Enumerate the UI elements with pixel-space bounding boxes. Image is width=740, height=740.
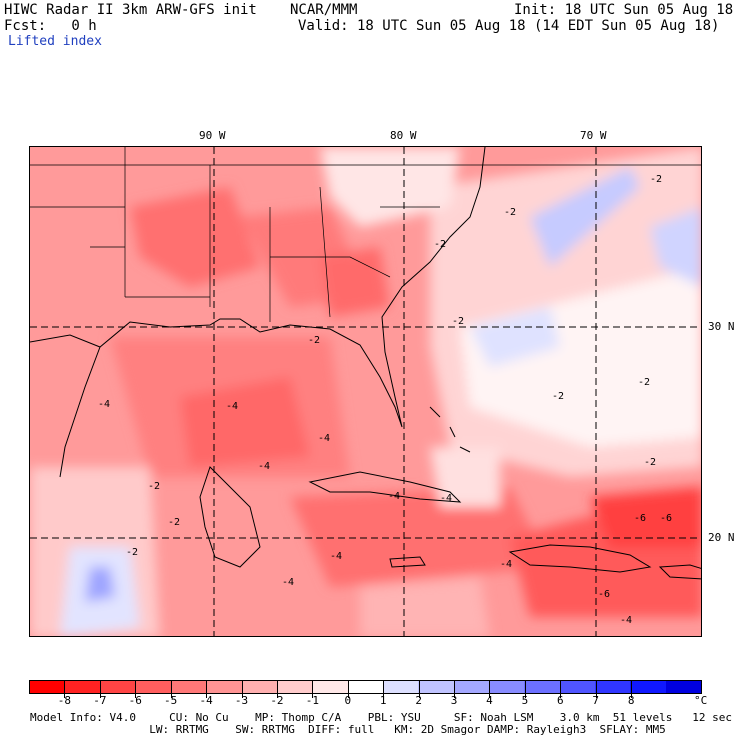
borders xyxy=(30,147,701,322)
coastlines xyxy=(30,147,701,580)
colorbar-swatch xyxy=(206,681,242,693)
colorbar-swatch xyxy=(665,681,701,693)
colorbar-tick-label: 8 xyxy=(627,694,635,707)
footer-physics-info: LW: RRTMG SW: RRTMG DIFF: full KM: 2D Sm… xyxy=(30,723,666,736)
contour-label: -4 xyxy=(620,615,632,626)
contour-label: -4 xyxy=(226,401,238,412)
colorbar-tick-label: -3 xyxy=(234,694,249,707)
colorbar-tick-mark xyxy=(170,680,172,698)
colorbar-swatch xyxy=(489,681,525,693)
contour-label: -4 xyxy=(440,493,452,504)
colorbar-tick-mark xyxy=(560,680,562,698)
colorbar-tick-mark xyxy=(312,680,314,698)
colorbar-tick-mark xyxy=(347,680,349,698)
contour-label: -4 xyxy=(388,491,400,502)
valid-time: Valid: 18 UTC Sun 05 Aug 18 (14 EDT Sun … xyxy=(298,18,720,34)
contour-label: -6 xyxy=(598,589,610,600)
field-shading xyxy=(30,147,701,636)
contour-label: -2 xyxy=(638,377,650,388)
colorbar-swatch xyxy=(312,681,348,693)
colorbar-tick-mark xyxy=(631,680,633,698)
contour-label: -4 xyxy=(330,551,342,562)
contour-label: -2 xyxy=(644,457,656,468)
contour-label: -2 xyxy=(168,517,180,528)
colorbar-tick-mark xyxy=(524,680,526,698)
colorbar-tick-mark xyxy=(206,680,208,698)
colorbar-swatch xyxy=(171,681,207,693)
colorbar xyxy=(29,680,702,694)
colorbar-tick-label: 6 xyxy=(557,694,564,707)
colorbar-tick-mark xyxy=(383,680,385,698)
colorbar-tick-mark xyxy=(595,680,597,698)
contour-label: -4 xyxy=(500,559,512,570)
colorbar-tick-label: -7 xyxy=(93,694,107,707)
lat-label-30n: 30 N xyxy=(708,320,735,333)
colorbar-swatch xyxy=(453,681,490,693)
colorbar-tick-label: -5 xyxy=(164,694,178,707)
contour-label: -2 xyxy=(308,335,320,346)
map-svg: -2 -2 -2 -2 -2 -2 -2 -2 -4 -4 -4 -4 -4 -… xyxy=(30,147,701,636)
contour-label: -4 xyxy=(258,461,270,472)
colorbar-tick-mark xyxy=(99,680,101,698)
colorbar-swatch xyxy=(100,681,136,693)
colorbar-tick-label: 0 xyxy=(344,694,352,707)
colorbar-tick-label: 4 xyxy=(486,694,493,707)
colorbar-swatch xyxy=(135,681,172,693)
lon-label-90w: 90 W xyxy=(199,129,226,142)
colorbar-tick-label: -2 xyxy=(270,694,284,707)
colorbar-swatch xyxy=(30,681,66,693)
colorbar-swatch xyxy=(241,681,278,693)
colorbar-tick-mark xyxy=(276,680,278,698)
colorbar-tick-label: -6 xyxy=(128,694,142,707)
contour-label: -2 xyxy=(126,547,138,558)
contour-label: -4 xyxy=(282,577,294,588)
colorbar-tick-label: 5 xyxy=(521,694,529,707)
contour-label: -2 xyxy=(650,174,662,185)
colorbar-tick-label: -8 xyxy=(57,694,72,707)
latlon-grid xyxy=(30,147,701,636)
contour-labels: -2 -2 -2 -2 -2 -2 -2 -2 -4 -4 -4 -4 -4 -… xyxy=(98,174,672,626)
colorbar-tick-mark xyxy=(135,680,137,698)
lat-label-20n: 20 N xyxy=(708,531,735,544)
contour-label: -2 xyxy=(148,481,160,492)
colorbar-swatch xyxy=(595,681,631,693)
contour-label: -6 xyxy=(660,513,672,524)
colorbar-swatch xyxy=(347,681,384,693)
colorbar-swatch xyxy=(630,681,666,693)
colorbar-unit: °C xyxy=(694,694,708,707)
lon-label-80w: 80 W xyxy=(390,129,417,142)
colorbar-tick-label: 2 xyxy=(415,694,422,707)
colorbar-tick-label: 1 xyxy=(379,694,387,707)
colorbar-tick-mark xyxy=(418,680,420,698)
contour-label: -6 xyxy=(634,513,646,524)
colorbar-tick-label: -4 xyxy=(199,694,213,707)
lon-label-70w: 70 W xyxy=(580,129,607,142)
model-title: HIWC Radar II 3km ARW-GFS init xyxy=(4,2,257,18)
contour-label: -2 xyxy=(552,391,564,402)
colorbar-swatch xyxy=(277,681,313,693)
colorbar-swatch xyxy=(559,681,595,693)
contour-label: -2 xyxy=(434,239,446,250)
contour-label: -2 xyxy=(504,207,516,218)
agency-label: NCAR/MMM xyxy=(290,2,358,18)
footer-model-info: Model Info: V4.0 CU: No Cu MP: Thomp C/A… xyxy=(30,711,732,724)
colorbar-tick-label: -1 xyxy=(305,694,319,707)
colorbar-tick-mark xyxy=(241,680,243,698)
colorbar-tick-mark xyxy=(64,680,66,698)
colorbar-tick-label: 7 xyxy=(592,694,600,707)
colorbar-swatch xyxy=(383,681,419,693)
colorbar-tick-label: 3 xyxy=(450,694,458,707)
colorbar-swatch xyxy=(524,681,560,693)
contour-label: -4 xyxy=(318,433,330,444)
init-time: Init: 18 UTC Sun 05 Aug 18 xyxy=(514,2,734,18)
colorbar-tick-mark xyxy=(489,680,491,698)
colorbar-swatch xyxy=(65,681,101,693)
colorbar-swatch xyxy=(418,681,454,693)
contour-label: -2 xyxy=(452,316,464,327)
colorbar-tick-mark xyxy=(454,680,456,698)
forecast-hour: Fcst: 0 h xyxy=(4,18,97,34)
field-name: Lifted index xyxy=(8,34,102,49)
lifted-index-map: -2 -2 -2 -2 -2 -2 -2 -2 -4 -4 -4 -4 -4 -… xyxy=(29,146,702,637)
contour-label: -4 xyxy=(98,399,110,410)
